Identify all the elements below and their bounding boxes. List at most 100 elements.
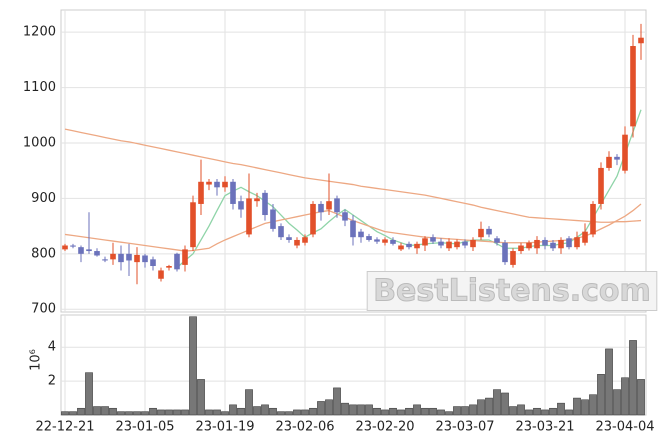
volume-bar (565, 409, 573, 416)
volume-bar (533, 407, 541, 416)
candle-body (214, 181, 220, 188)
candle-body (518, 245, 524, 252)
candle-body (398, 245, 404, 250)
candle-body (614, 156, 620, 160)
volume-bar (621, 377, 629, 416)
candle-body (310, 203, 316, 235)
volume-bar (557, 402, 565, 416)
volume-bar (405, 407, 413, 416)
x-tick-label: 23-03-21 (515, 420, 574, 435)
volume-bar (549, 407, 557, 416)
candle-body (510, 251, 516, 265)
candle-body (238, 201, 244, 210)
candle-body (198, 181, 204, 204)
volume-bar (469, 404, 477, 416)
candle-body (182, 249, 188, 265)
volume-bar (285, 411, 293, 416)
y-tick-label: 1100 (23, 80, 56, 95)
candle-body (430, 237, 436, 242)
volume-bar (237, 407, 245, 416)
volume-bar (149, 407, 157, 416)
candle-body (582, 231, 588, 243)
volume-bar (165, 409, 173, 416)
volume-bar (605, 348, 613, 416)
candle-body (598, 167, 604, 204)
candle-body (446, 241, 452, 249)
volume-bar (213, 409, 221, 416)
volume-bar (173, 409, 181, 416)
candle-body (534, 239, 540, 249)
candle-body (286, 237, 292, 240)
volume-bar (485, 397, 493, 416)
volume-bar (637, 379, 645, 416)
volume-bar (133, 411, 141, 416)
watermark: BestListens.com (373, 274, 651, 309)
candle-body (550, 242, 556, 249)
candle-body (70, 245, 76, 247)
volume-bar (205, 409, 213, 416)
x-tick-label: 23-01-05 (115, 420, 174, 435)
volume-bar (509, 406, 517, 416)
volume-bar (101, 406, 109, 416)
volume-bar (69, 411, 77, 416)
volume-bar (253, 406, 261, 416)
y-tick-label: 800 (31, 246, 56, 261)
volume-bar (421, 407, 429, 416)
candle-body (150, 259, 156, 267)
volume-bar (341, 402, 349, 416)
volume-bar (461, 406, 469, 416)
candle-body (94, 251, 100, 256)
volume-bar (125, 411, 133, 416)
volume-bar (189, 316, 197, 416)
candle-body (334, 198, 340, 213)
volume-bar (77, 407, 85, 416)
volume-bar (501, 392, 509, 416)
y-tick-label: 1000 (23, 135, 56, 150)
volume-bar (221, 411, 229, 416)
candle-body (358, 231, 364, 238)
volume-bar (517, 404, 525, 416)
candle-body (526, 242, 532, 249)
volume-bar (365, 404, 373, 416)
volume-bar (333, 387, 341, 416)
candle-body (574, 237, 580, 248)
candle-body (382, 239, 388, 243)
volume-bar (477, 399, 485, 416)
candle-body (262, 192, 268, 216)
volume-bar (61, 411, 69, 416)
y-tick-label: 1200 (23, 25, 56, 40)
x-tick-label: 23-02-06 (275, 420, 334, 435)
y-tick-label: 900 (31, 191, 56, 206)
x-tick-label: 23-02-20 (355, 420, 414, 435)
volume-bar (581, 399, 589, 416)
volume-bar (261, 404, 269, 416)
candle-body (294, 239, 300, 246)
x-tick-label: 23-03-07 (435, 420, 494, 435)
volume-tick-label: 4 (48, 340, 56, 355)
volume-bar (397, 409, 405, 416)
volume-bar (613, 389, 621, 416)
candle-body (542, 239, 548, 246)
candle-body (86, 249, 92, 252)
candle-body (342, 212, 348, 221)
volume-panel (60, 314, 647, 416)
candle-body (406, 243, 412, 248)
volume-bar (629, 340, 637, 416)
candle-body (190, 202, 196, 248)
candle-body (422, 238, 428, 246)
candle-body (494, 238, 500, 243)
candle-body (166, 266, 172, 268)
volume-axis-label: 10⁶ (29, 349, 44, 371)
moving-average (64, 128, 642, 223)
candle-body (254, 198, 260, 202)
watermark-box (366, 271, 658, 311)
candle-body (318, 203, 324, 213)
x-tick-label: 23-01-19 (195, 420, 254, 435)
volume-bar (357, 404, 365, 416)
volume-bar (317, 401, 325, 416)
volume-bar (381, 409, 389, 416)
candle-body (454, 241, 460, 248)
candle-body (118, 253, 124, 263)
candle-body (462, 241, 468, 246)
